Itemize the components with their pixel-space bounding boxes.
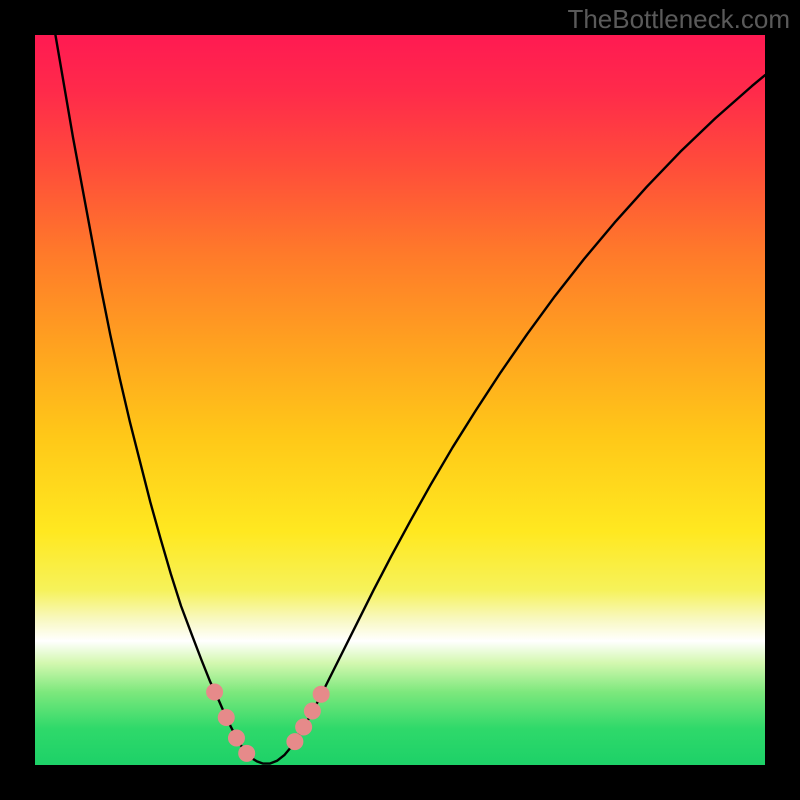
plot-gradient-background	[35, 35, 765, 765]
curve-marker	[304, 703, 320, 719]
bottleneck-curve-chart	[0, 0, 800, 800]
chart-container: TheBottleneck.com	[0, 0, 800, 800]
curve-marker	[228, 730, 244, 746]
curve-marker	[207, 684, 223, 700]
curve-marker	[287, 734, 303, 750]
watermark-text: TheBottleneck.com	[567, 4, 790, 35]
curve-marker	[313, 686, 329, 702]
curve-marker	[218, 710, 234, 726]
curve-marker	[239, 745, 255, 761]
curve-marker	[296, 719, 312, 735]
